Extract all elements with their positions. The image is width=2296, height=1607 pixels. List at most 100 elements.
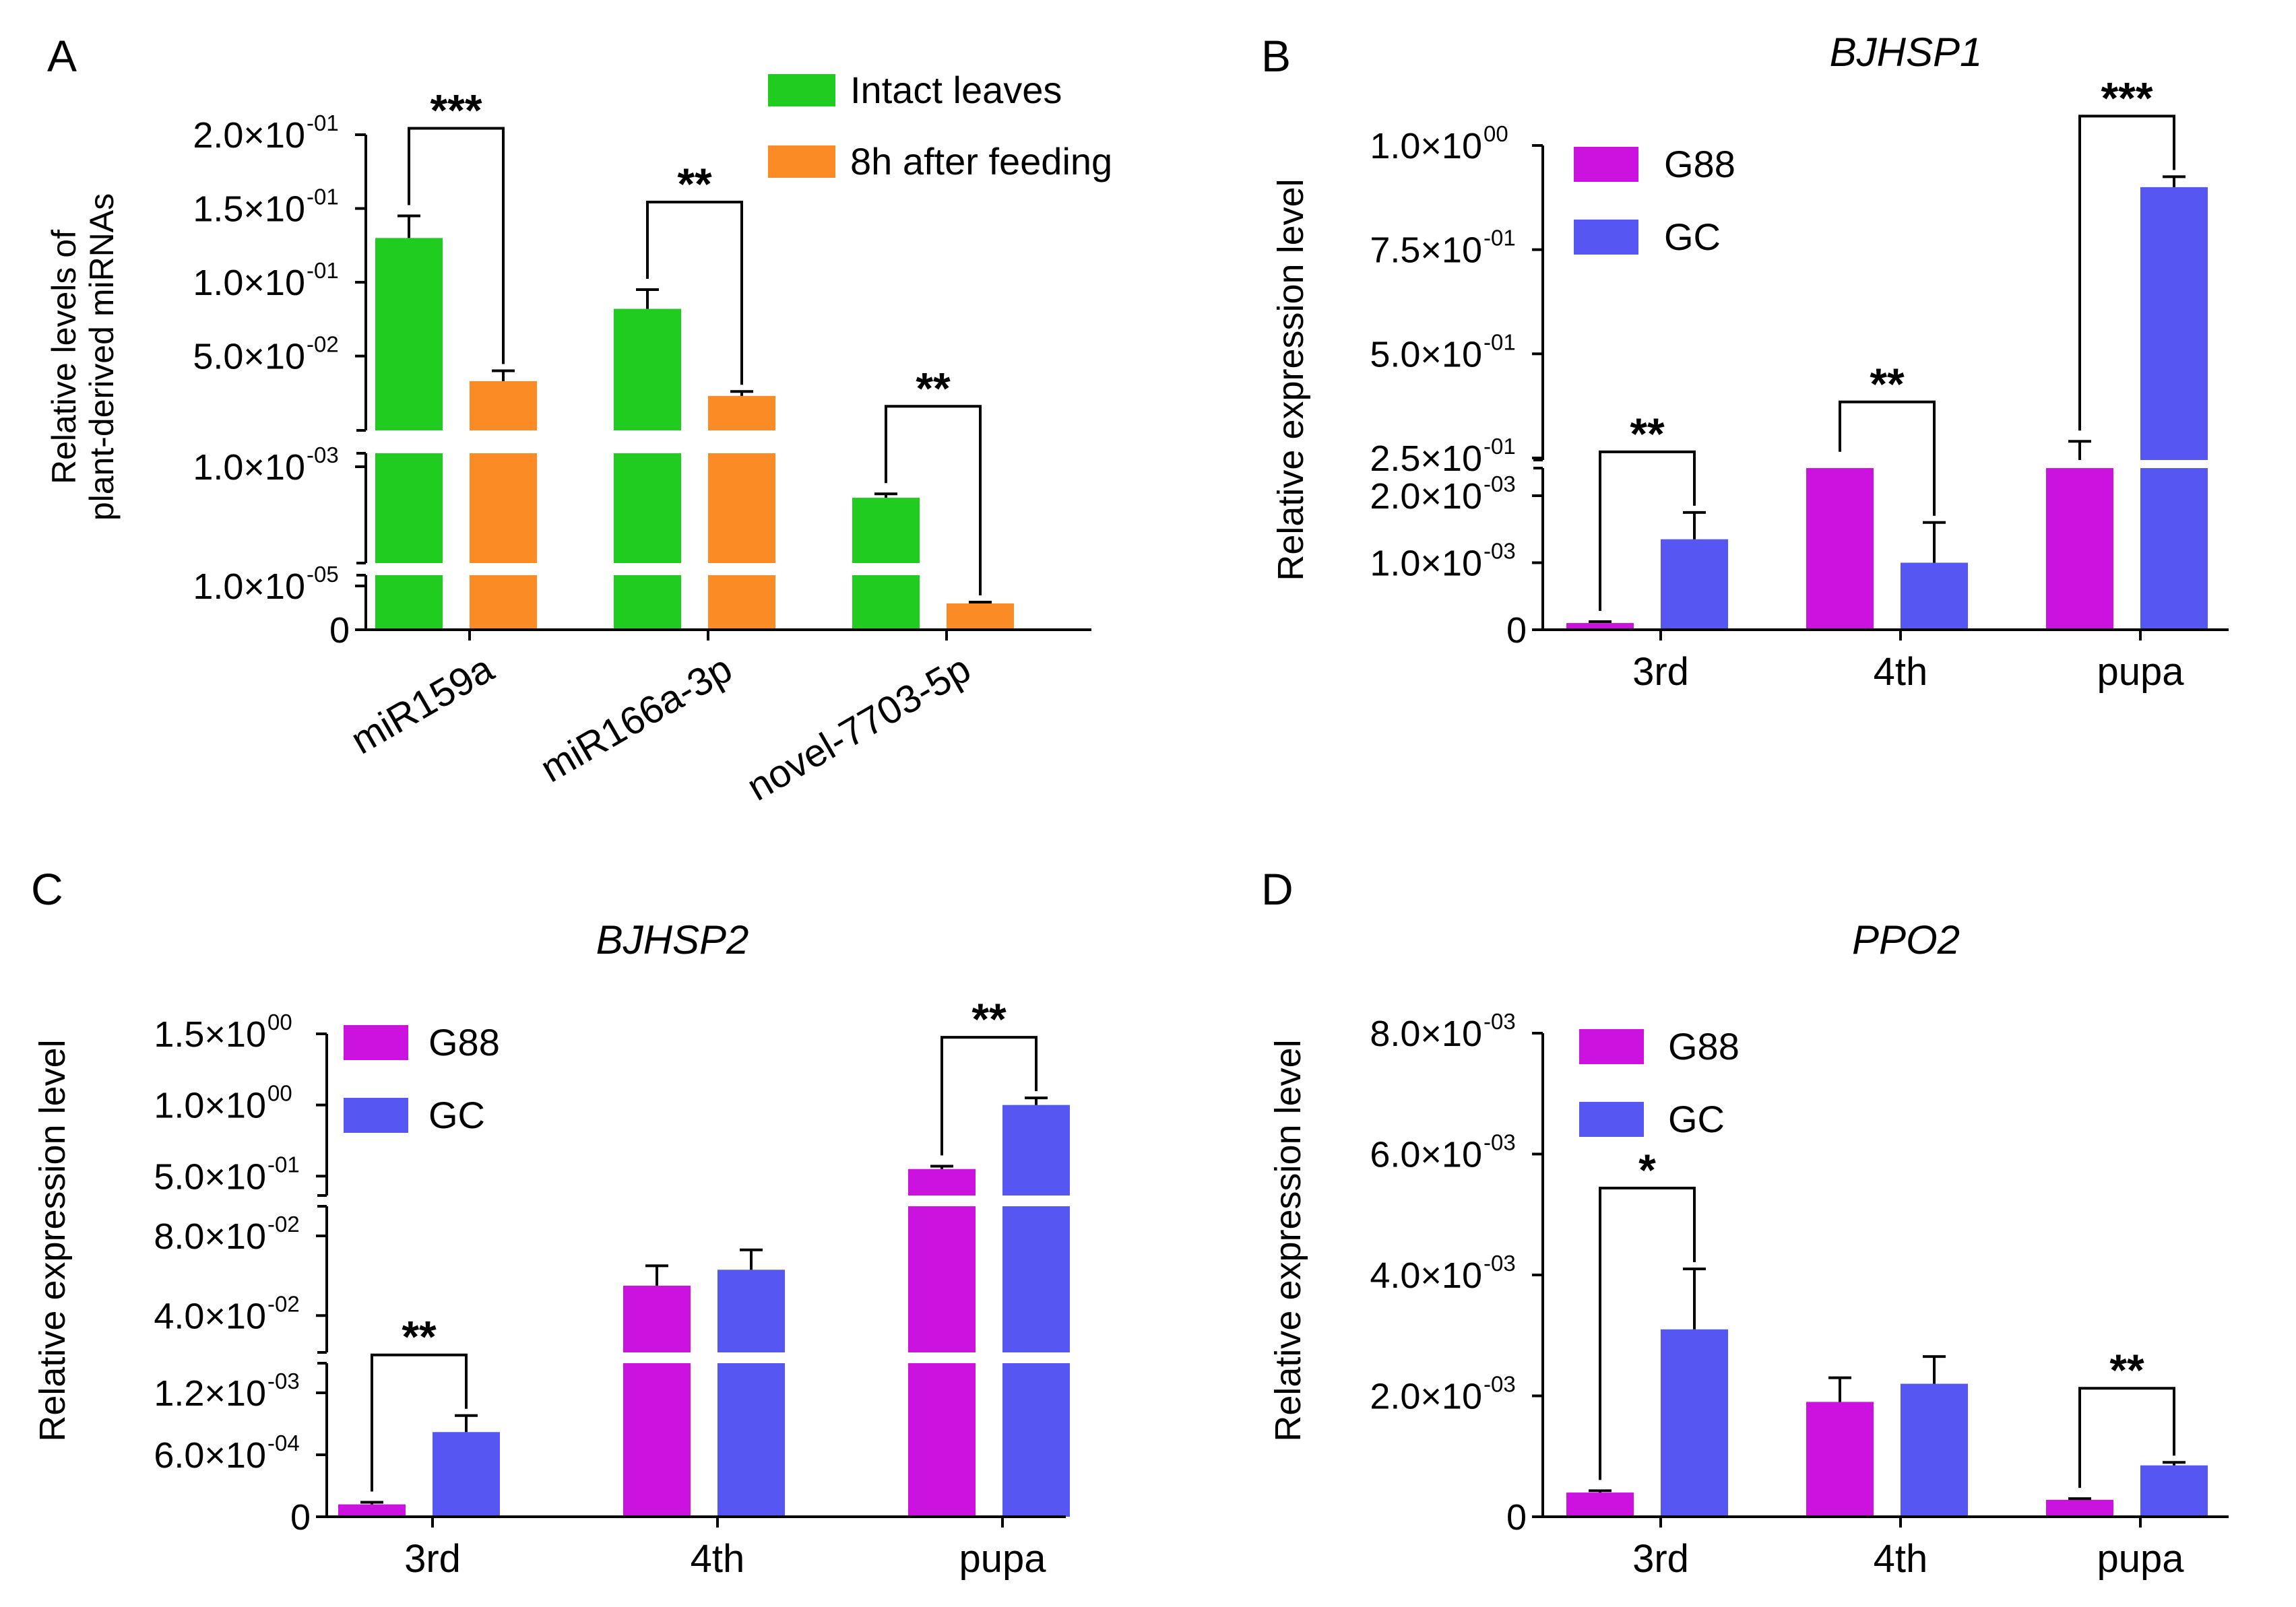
y-tick-exponent-3: -03 — [1484, 1130, 1516, 1155]
y-tick-exponent-5: -01 — [307, 185, 339, 209]
axis-break-gap-1 — [313, 1195, 1073, 1206]
panel-d-letter: D — [1261, 864, 1294, 914]
y-tick-label-0: 0 — [290, 1497, 311, 1538]
y-tick-label-3: 2.5×10 — [1370, 438, 1482, 479]
y-tick-exponent-4: -01 — [307, 258, 339, 283]
y-tick-exponent-2: -03 — [1484, 471, 1516, 496]
y-tick-label-0: 0 — [1506, 1497, 1527, 1538]
legend-label-1: GC — [1664, 216, 1721, 258]
bar-gc-0 — [1661, 539, 1728, 630]
y-tick-label-3: 5.0×10 — [193, 337, 305, 377]
legend-swatch-0 — [768, 74, 835, 106]
bar-g88-0 — [1566, 1493, 1634, 1517]
y-tick-label-2: 1.2×10 — [154, 1373, 266, 1414]
axis-break-gap-0 — [313, 1352, 1073, 1363]
panel-c-title: BJHSP2 — [596, 917, 749, 962]
bar-8h-after-feeding-0 — [470, 381, 537, 630]
y-tick-label-7: 1.5×10 — [154, 1014, 266, 1055]
y-tick-exponent-2: -03 — [1484, 1251, 1516, 1276]
significance-bracket-2 — [885, 405, 982, 596]
panel-a-letter: A — [47, 31, 77, 81]
panel-a-ylabel-line1: Relative levels of — [45, 230, 83, 484]
bar-gc-2 — [1002, 1105, 1070, 1517]
y-tick-exponent-5: -01 — [267, 1152, 300, 1177]
y-tick-exponent-2: -03 — [267, 1369, 300, 1393]
x-tick-label-2: pupa — [2097, 1537, 2184, 1581]
x-tick-label-0: miR159a — [344, 647, 501, 763]
y-tick-label-1: 2.0×10 — [1370, 1377, 1482, 1417]
bar-g88-0 — [338, 1504, 406, 1517]
panel-c-ylabel: Relative expression level — [32, 1039, 73, 1441]
bar-gc-1 — [1901, 1383, 1968, 1517]
legend-label-0: G88 — [1668, 1025, 1740, 1068]
panel-b-ylabel: Relative expression level — [1271, 178, 1311, 581]
legend-swatch-1 — [344, 1098, 408, 1133]
panel-b-letter: B — [1261, 31, 1291, 81]
significance-label-0: *** — [430, 86, 482, 135]
y-tick-exponent-1: -03 — [1484, 539, 1516, 564]
y-tick-exponent-2: -03 — [307, 442, 339, 467]
significance-bracket-0 — [1599, 450, 1696, 612]
bar-g88-2 — [908, 1169, 976, 1517]
significance-label-1: ** — [1870, 359, 1905, 409]
bar-g88-0 — [1566, 623, 1634, 630]
bar-g88-1 — [1806, 465, 1874, 630]
y-tick-label-0: 0 — [1506, 610, 1527, 651]
legend-label-0: Intact leaves — [850, 69, 1062, 111]
legend-swatch-0 — [1579, 1029, 1644, 1064]
y-tick-label-0: 0 — [329, 610, 350, 651]
x-tick-label-1: 4th — [1874, 1537, 1928, 1581]
y-tick-exponent-7: 00 — [267, 1010, 292, 1035]
y-tick-exponent-1: -05 — [307, 562, 339, 587]
x-tick-label-0: 3rd — [1632, 650, 1689, 694]
significance-bracket-1 — [1839, 400, 1936, 516]
axis-break-gap-0 — [352, 563, 1098, 575]
panel-d-title: PPO2 — [1852, 917, 1960, 962]
bar-gc-1 — [718, 1270, 785, 1517]
legend-label-0: G88 — [428, 1021, 500, 1063]
y-tick-label-5: 7.5×10 — [1370, 230, 1482, 271]
bar-gc-2 — [2140, 187, 2208, 630]
legend-label-1: GC — [428, 1094, 485, 1136]
x-tick-label-1: 4th — [1874, 650, 1928, 694]
significance-label-2: ** — [2109, 1345, 2144, 1395]
bar-gc-1 — [1901, 562, 1968, 630]
y-tick-label-4: 5.0×10 — [1370, 334, 1482, 374]
y-tick-label-2: 4.0×10 — [1370, 1255, 1482, 1296]
y-tick-label-2: 1.0×10 — [193, 447, 305, 488]
bar-gc-2 — [2140, 1465, 2208, 1517]
axis-break-gap-0 — [1529, 460, 2235, 468]
x-tick-label-0: 3rd — [1632, 1537, 1689, 1581]
y-tick-label-6: 2.0×10 — [193, 115, 305, 156]
y-tick-exponent-6: 00 — [1484, 121, 1508, 146]
y-tick-label-4: 1.0×10 — [193, 263, 305, 303]
y-tick-label-4: 8.0×10 — [154, 1216, 266, 1257]
significance-label-1: ** — [677, 159, 712, 209]
legend-swatch-1 — [1574, 220, 1638, 255]
y-tick-label-1: 6.0×10 — [154, 1435, 266, 1476]
y-tick-label-6: 1.0×10 — [154, 1086, 266, 1126]
legend-swatch-0 — [1574, 147, 1638, 182]
significance-bracket-2 — [2078, 114, 2175, 431]
significance-label-0: * — [1638, 1145, 1656, 1195]
significance-bracket-0 — [1599, 1187, 1696, 1480]
bar-g88-2 — [2046, 461, 2113, 630]
y-tick-exponent-1: -03 — [1484, 1372, 1516, 1397]
x-tick-label-1: 4th — [691, 1537, 745, 1581]
significance-bracket-1 — [646, 201, 743, 385]
y-tick-label-6: 1.0×10 — [1370, 126, 1482, 166]
panel-a-chart: 01.0×10 -051.0×10 -035.0×10 -021.0×10 -011.5… — [193, 69, 1112, 810]
legend-swatch-0 — [344, 1025, 408, 1060]
y-tick-exponent-3: -01 — [1484, 434, 1516, 459]
y-tick-exponent-4: -01 — [1484, 329, 1516, 354]
y-tick-label-1: 1.0×10 — [1370, 544, 1482, 584]
legend-label-1: GC — [1668, 1098, 1725, 1140]
significance-label-2: ** — [971, 994, 1007, 1044]
bar-intact-leaves-1 — [614, 308, 681, 630]
y-tick-exponent-5: -01 — [1484, 226, 1516, 251]
y-tick-exponent-6: -01 — [307, 110, 339, 135]
significance-bracket-2 — [2078, 1387, 2175, 1488]
significance-bracket-2 — [940, 1036, 1038, 1156]
significance-label-0: ** — [402, 1312, 437, 1362]
bar-g88-2 — [2046, 1499, 2113, 1517]
